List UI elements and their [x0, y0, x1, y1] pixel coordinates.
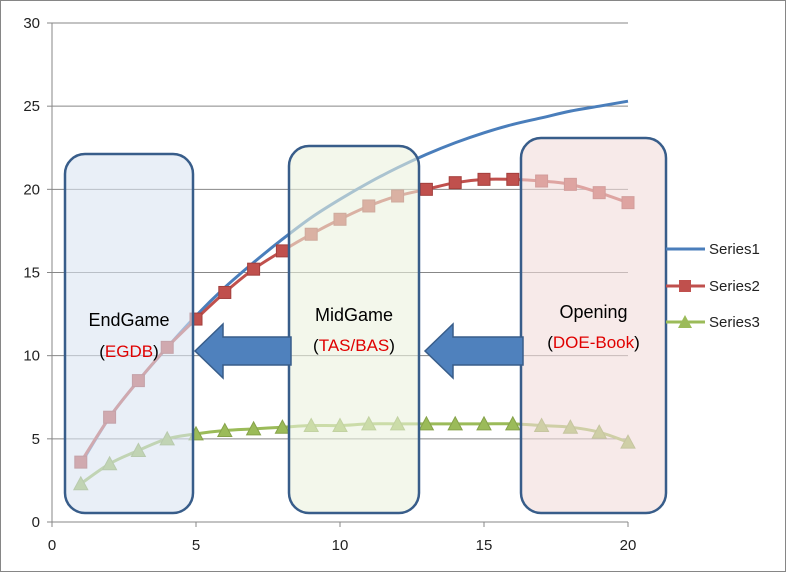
- series3-point: [216, 422, 233, 438]
- phase-subtitle-text: DOE-Book: [553, 333, 635, 352]
- y-tick-label: 5: [32, 431, 40, 448]
- series2-point: [506, 172, 520, 186]
- series3-point: [274, 419, 291, 434]
- phase-box-opening: [519, 136, 668, 515]
- y-tick-label: 25: [23, 98, 40, 115]
- series2-point: [448, 176, 462, 190]
- x-tick-label: 5: [192, 537, 200, 554]
- series3-point: [245, 420, 262, 436]
- phase-title-midgame: MidGame: [315, 305, 393, 325]
- series3-point: [447, 415, 464, 431]
- series3-point: [476, 415, 492, 431]
- phase-title-endgame: EndGame: [88, 310, 169, 330]
- tick-labels: 0 5 10 15 20 25 30 0 5 10 15 20: [23, 15, 636, 554]
- y-tick-label: 20: [23, 181, 40, 198]
- legend-marker-triangle: [678, 315, 692, 328]
- phase-arrow-2: [423, 322, 524, 380]
- phase-subtitle-opening: (DOE-Book): [547, 333, 640, 352]
- phase-arrow-1: [193, 322, 292, 380]
- x-tick-label: 15: [476, 537, 493, 554]
- x-tick-label: 10: [332, 537, 349, 554]
- y-tick-label: 0: [32, 514, 40, 531]
- legend-label-series2: Series2: [709, 278, 760, 295]
- series3-point: [504, 415, 521, 431]
- legend-label-series3: Series3: [709, 314, 760, 331]
- y-tick-label: 10: [23, 348, 40, 365]
- phase-overlays: EndGame (EGDB) MidGame (TAS/BAS) Opening (DOE…: [63, 136, 668, 515]
- series2-point: [477, 172, 491, 186]
- phase-title-opening: Opening: [559, 302, 627, 322]
- legend-label-series1: Series1: [709, 241, 760, 258]
- x-tick-label: 20: [620, 537, 637, 554]
- series3-point: [418, 415, 435, 431]
- legend: Series1 Series2 Series3: [666, 241, 760, 331]
- series2-point: [218, 285, 232, 299]
- series2-point: [419, 182, 433, 196]
- series2-point: [275, 244, 289, 258]
- y-tick-label: 15: [23, 265, 40, 282]
- phase-subtitle-midgame: (TAS/BAS): [313, 336, 395, 355]
- y-tick-label: 30: [23, 15, 40, 32]
- phase-box-midgame: [287, 144, 421, 515]
- phase-subtitle-text: EGDB: [105, 342, 153, 361]
- series2-point: [247, 262, 261, 276]
- x-tick-label: 0: [48, 537, 56, 554]
- legend-marker-square: [679, 280, 691, 292]
- phase-box-endgame: [63, 152, 195, 515]
- axes: [47, 22, 629, 527]
- phase-subtitle-endgame: (EGDB): [99, 342, 159, 361]
- phase-subtitle-text: TAS/BAS: [319, 336, 390, 355]
